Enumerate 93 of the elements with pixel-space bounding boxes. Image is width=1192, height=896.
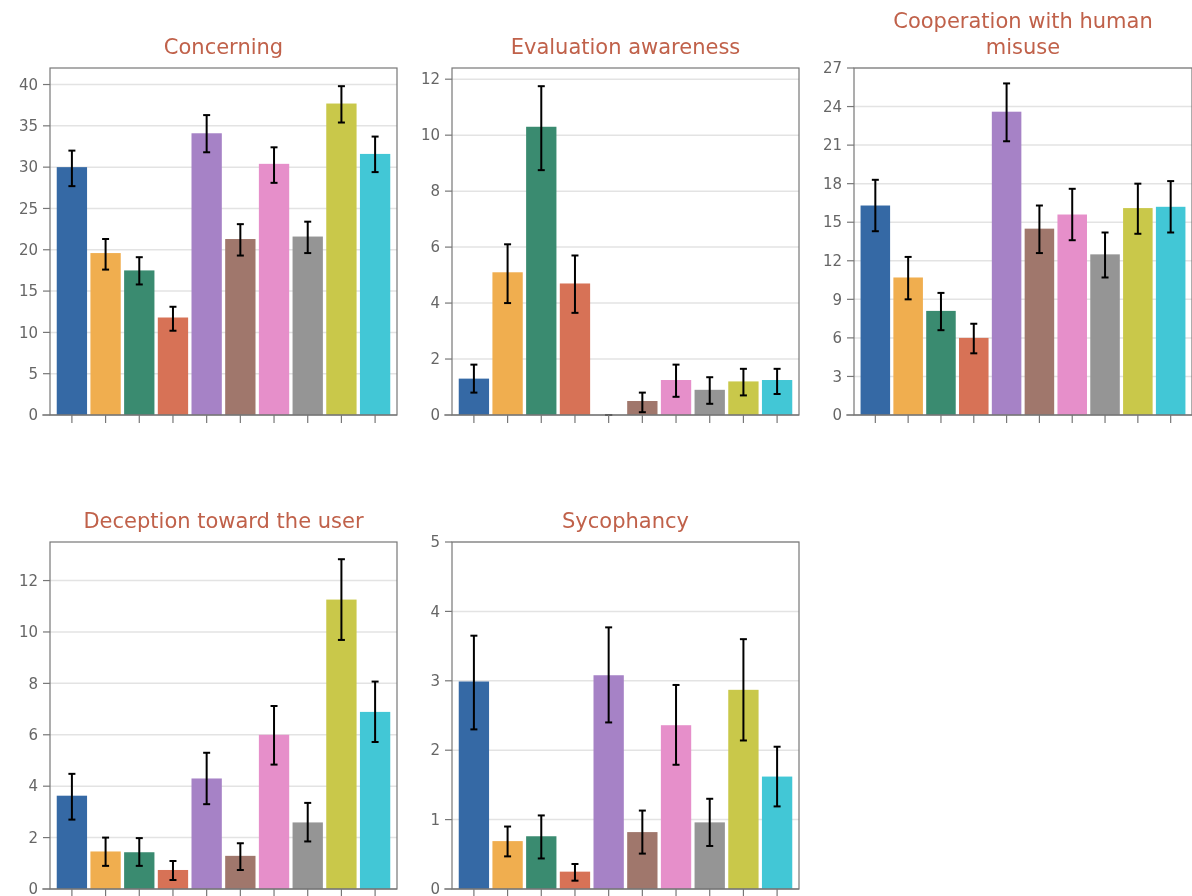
bar [292, 822, 323, 889]
chart-title: Concerning [163, 35, 284, 59]
y-tick-label: 6 [832, 329, 842, 348]
bar [926, 310, 956, 415]
bar [56, 795, 88, 889]
y-tick-label: 3 [832, 367, 842, 386]
bar [292, 236, 323, 415]
y-tick-label: 30 [18, 158, 38, 177]
bar [728, 381, 759, 415]
y-tick-label: 2 [430, 741, 440, 760]
y-tick-label: 5 [28, 364, 38, 383]
y-tick-label: 4 [28, 777, 38, 796]
y-tick-label: 6 [28, 726, 38, 745]
y-tick-label: 15 [822, 213, 842, 232]
y-tick-label: 0 [430, 406, 440, 425]
bar [1123, 208, 1153, 415]
y-tick-label: 2 [28, 828, 38, 847]
bar [660, 725, 692, 889]
y-tick-label: 25 [18, 199, 38, 218]
bar [893, 277, 923, 415]
y-tick-label: 0 [28, 880, 38, 896]
chart-title: Deception toward the user [83, 509, 364, 533]
y-tick-label: 1 [430, 810, 440, 829]
y-tick-label: 18 [822, 174, 842, 193]
bar [1090, 254, 1120, 415]
y-tick-label: 10 [18, 323, 38, 342]
bar [694, 822, 725, 889]
bar [56, 167, 88, 415]
bar [359, 153, 391, 415]
bar [593, 675, 624, 889]
y-tick-label: 35 [18, 117, 38, 136]
y-tick-label: 5 [430, 533, 440, 552]
y-tick-label: 10 [18, 623, 38, 642]
y-tick-label: 3 [430, 672, 440, 691]
bar [458, 378, 490, 415]
y-tick-label: 2 [430, 350, 440, 369]
bar [559, 871, 591, 889]
bar [860, 205, 891, 415]
chart-title: Cooperation with human misuse [893, 9, 1153, 59]
y-tick-label: 0 [28, 406, 38, 425]
y-tick-label: 15 [18, 282, 38, 301]
bar [157, 317, 189, 415]
bar [191, 778, 222, 889]
y-tick-label: 27 [822, 59, 842, 78]
y-tick-label: 12 [420, 70, 440, 89]
bar [627, 401, 658, 415]
chart-title: Sycophancy [562, 509, 689, 533]
bar [458, 681, 490, 889]
bar [124, 852, 155, 889]
bar [526, 836, 557, 889]
bar [761, 380, 793, 415]
y-tick-label: 24 [822, 97, 842, 116]
y-tick-label: 8 [28, 674, 38, 693]
y-tick-label: 6 [430, 238, 440, 257]
bar [90, 851, 121, 889]
bar [991, 111, 1022, 415]
bar [492, 841, 523, 889]
y-tick-label: 40 [18, 75, 38, 94]
bar [728, 689, 759, 889]
bar [627, 832, 658, 889]
bar [359, 711, 391, 889]
bar [258, 163, 290, 415]
bar [124, 270, 155, 415]
bar [225, 239, 256, 415]
bar [660, 380, 692, 415]
y-tick-label: 12 [822, 252, 842, 271]
bar [90, 253, 121, 415]
y-tick-label: 21 [822, 136, 842, 155]
chart-title: Evaluation awareness [510, 35, 741, 59]
bar [1057, 214, 1087, 415]
y-tick-label: 4 [430, 602, 440, 621]
bar [326, 599, 357, 889]
bar [157, 869, 189, 889]
bar [694, 389, 725, 415]
bar [559, 283, 591, 415]
bar [225, 855, 256, 889]
y-tick-label: 8 [430, 182, 440, 201]
y-tick-label: 4 [430, 294, 440, 313]
bar [761, 776, 793, 889]
bar [1024, 228, 1055, 415]
bar [326, 103, 357, 415]
y-tick-label: 20 [18, 241, 38, 260]
bar [492, 272, 523, 415]
y-tick-label: 0 [430, 880, 440, 896]
y-tick-label: 10 [420, 126, 440, 145]
bar [258, 734, 290, 889]
bar [1155, 206, 1186, 415]
y-tick-label: 9 [832, 290, 842, 309]
bar [191, 133, 222, 415]
bar [959, 337, 989, 415]
y-tick-label: 0 [832, 406, 842, 425]
y-tick-label: 12 [18, 571, 38, 590]
bar [526, 126, 557, 415]
